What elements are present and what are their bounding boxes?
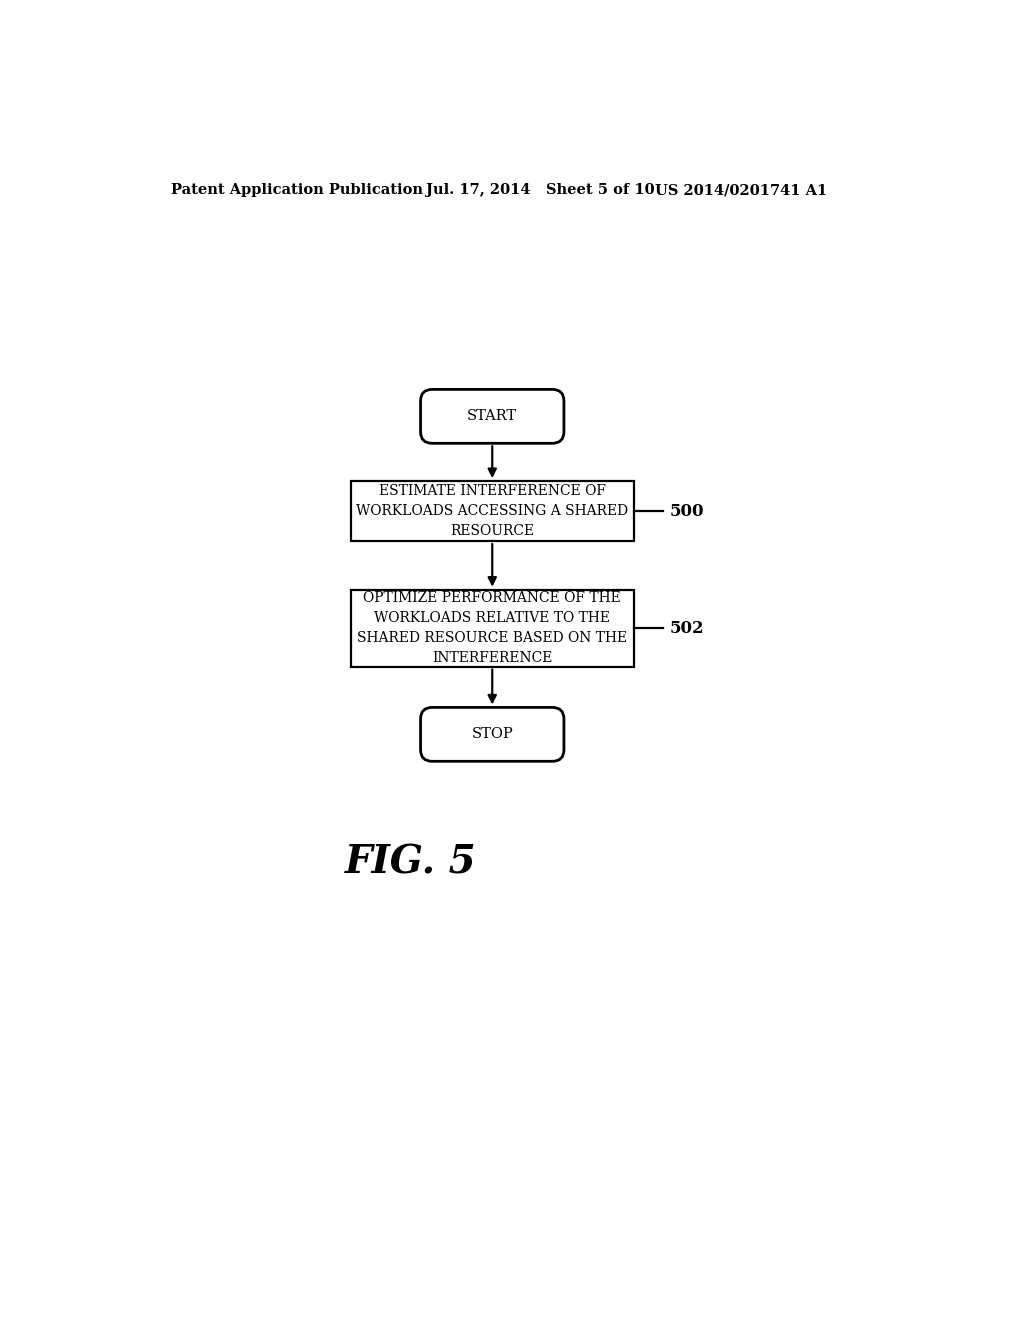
Text: Jul. 17, 2014   Sheet 5 of 10: Jul. 17, 2014 Sheet 5 of 10 — [426, 183, 655, 197]
Text: START: START — [467, 409, 517, 424]
FancyBboxPatch shape — [421, 389, 564, 444]
Bar — [351, 590, 634, 667]
Text: OPTIMIZE PERFORMANCE OF THE
WORKLOADS RELATIVE TO THE
SHARED RESOURCE BASED ON T: OPTIMIZE PERFORMANCE OF THE WORKLOADS RE… — [357, 591, 628, 665]
Text: STOP: STOP — [471, 727, 513, 742]
Text: ESTIMATE INTERFERENCE OF
WORKLOADS ACCESSING A SHARED
RESOURCE: ESTIMATE INTERFERENCE OF WORKLOADS ACCES… — [356, 484, 629, 539]
Text: 500: 500 — [670, 503, 703, 520]
Text: FIG. 5: FIG. 5 — [345, 843, 477, 882]
Text: Patent Application Publication: Patent Application Publication — [171, 183, 423, 197]
Text: 502: 502 — [670, 619, 703, 636]
Bar — [351, 480, 634, 541]
FancyBboxPatch shape — [421, 708, 564, 762]
Text: US 2014/0201741 A1: US 2014/0201741 A1 — [655, 183, 827, 197]
